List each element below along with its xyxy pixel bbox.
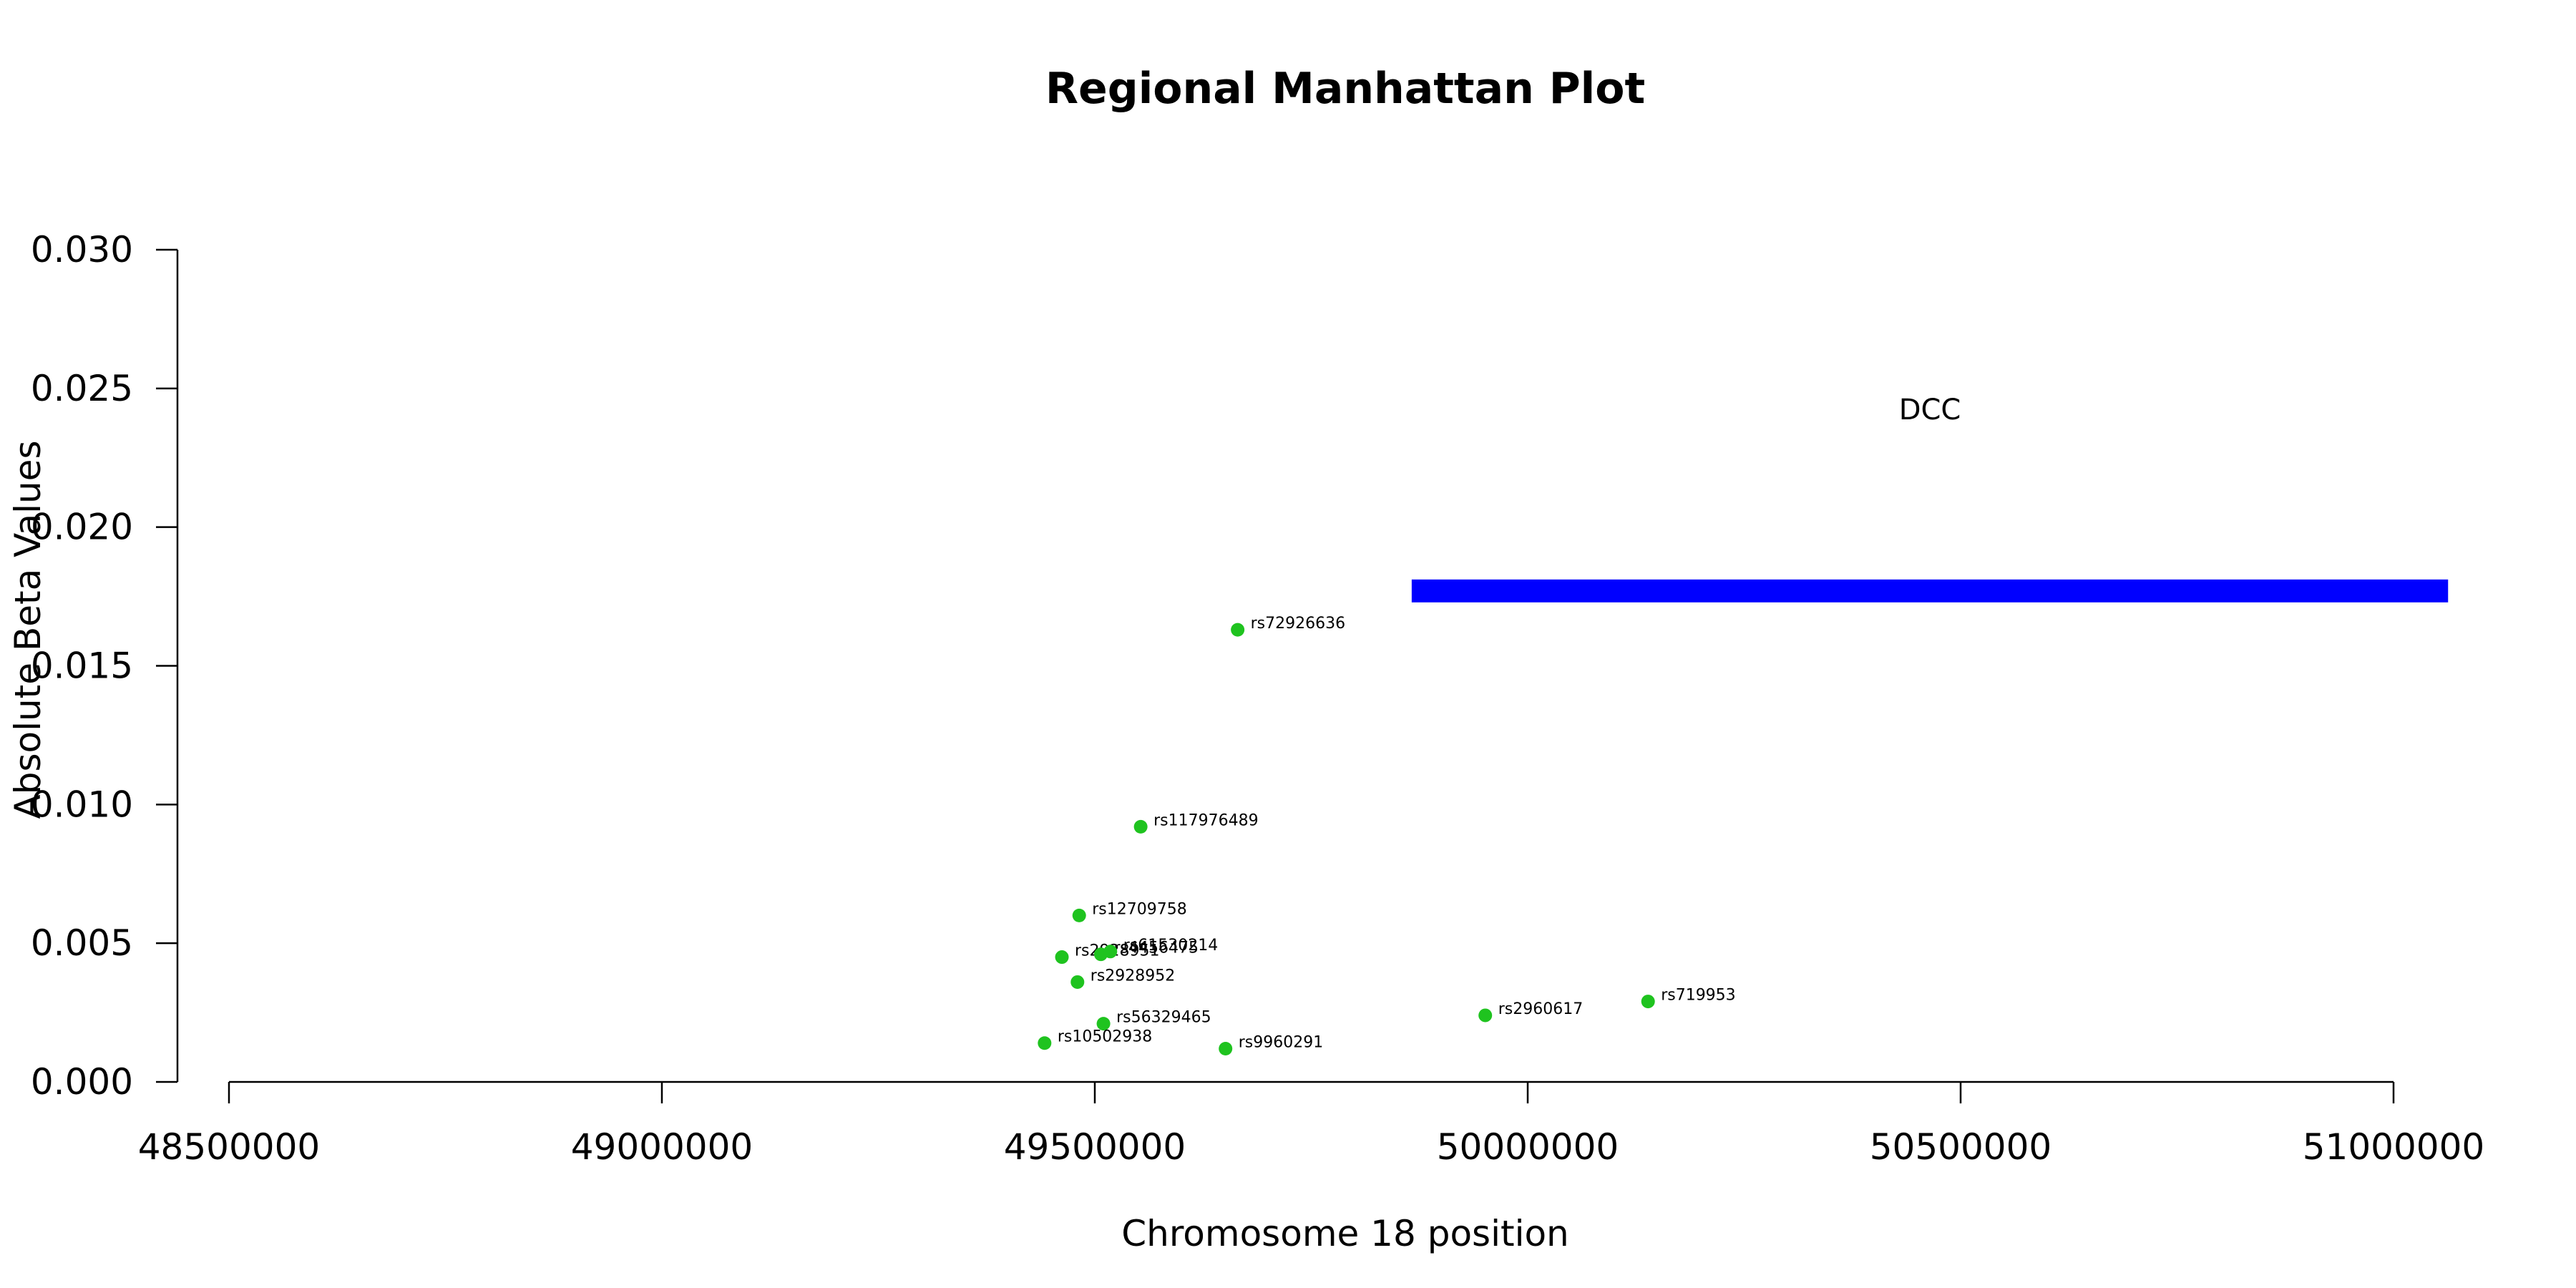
x-tick-label: 50000000 <box>1437 1126 1619 1168</box>
snp-label: rs72926636 <box>1251 615 1345 633</box>
snp-label: rs9960291 <box>1239 1033 1324 1051</box>
snp-points: rs72926636 rs117976489 rs12709758 rs2928951… <box>1038 615 1736 1055</box>
x-tick-label: 49500000 <box>1004 1126 1186 1168</box>
y-tick-label: 0.010 <box>31 784 133 825</box>
x-tick-label: 51000000 <box>2303 1126 2485 1168</box>
x-tick-label: 49000000 <box>571 1126 753 1168</box>
snp-point <box>1038 1036 1052 1050</box>
chart-title: Regional Manhattan Plot <box>1045 64 1645 114</box>
snp-label: rs2960617 <box>1498 1000 1584 1018</box>
snp-point <box>1103 945 1118 959</box>
snp-label: rs2928951 <box>1075 942 1160 960</box>
gene-bar <box>1411 579 2449 602</box>
snp-label: rs10502938 <box>1058 1028 1152 1046</box>
snp-label: rs12709758 <box>1092 900 1186 918</box>
snp-label: rs2928952 <box>1091 967 1176 985</box>
snp-label: rs61530214 <box>1123 937 1218 955</box>
y-tick-label: 0.030 <box>31 229 133 270</box>
snp-label: rs4456475 <box>1113 940 1199 957</box>
snp-label: rs719953 <box>1661 987 1736 1005</box>
snp-point <box>1055 950 1069 965</box>
y-axis: 0.000 0.005 0.010 0.015 0.020 0.025 0.030 <box>31 229 179 1103</box>
snp-point <box>1478 1008 1493 1023</box>
y-tick-label: 0.020 <box>31 507 133 548</box>
y-axis-label: Absolute Beta Values <box>7 441 49 819</box>
snp-point <box>1641 995 1655 1009</box>
snp-point <box>1096 1017 1111 1031</box>
snp-point <box>1072 908 1086 922</box>
x-axis: 48500000 49000000 49500000 50000000 50500000… <box>138 1080 2485 1168</box>
x-tick-label: 48500000 <box>138 1126 321 1168</box>
snp-label: rs117976489 <box>1153 811 1258 829</box>
gene-label: DCC <box>1899 394 1961 426</box>
snp-point <box>1219 1041 1233 1055</box>
x-axis-label: Chromosome 18 position <box>1121 1213 1569 1254</box>
y-tick-label: 0.000 <box>31 1061 133 1103</box>
snp-point <box>1133 819 1148 834</box>
y-tick-label: 0.015 <box>31 645 133 687</box>
x-tick-label: 50500000 <box>1870 1126 2052 1168</box>
snp-point <box>1070 975 1085 989</box>
gene-track: DCC <box>1411 394 2449 602</box>
y-tick-label: 0.005 <box>31 922 133 964</box>
snp-label: rs56329465 <box>1116 1009 1211 1027</box>
y-tick-label: 0.025 <box>31 368 133 409</box>
snp-point <box>1231 623 1245 637</box>
